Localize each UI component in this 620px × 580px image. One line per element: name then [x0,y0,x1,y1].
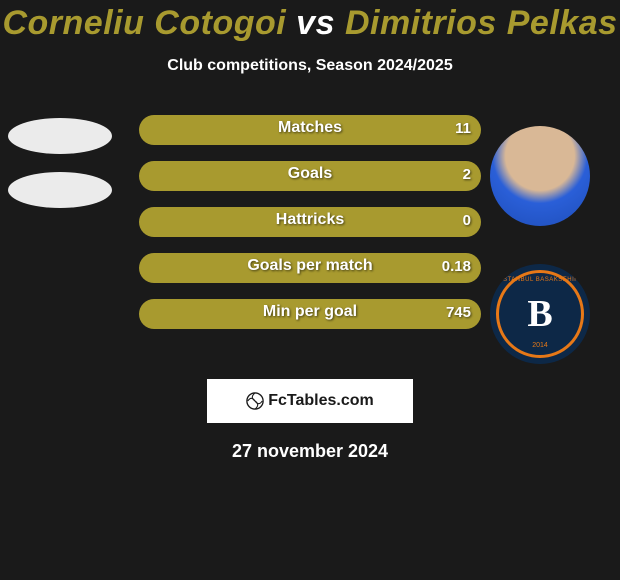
stat-bar: Hattricks 0 [139,207,481,237]
attribution-box: FcTables.com [207,379,413,423]
stat-value-right: 745 [446,304,471,321]
player1-name: Corneliu Cotogoi [2,4,286,42]
comparison-title: Corneliu Cotogoi vs Dimitrios Pelkas [0,0,620,43]
stats-container: Matches 11 Goals 2 Hattricks 0 Goals per match… [0,115,620,345]
vs-separator: vs [296,4,335,42]
stat-label: Goals per match [247,257,372,275]
stat-row: Min per goal 745 [0,299,620,329]
stat-value-right: 2 [463,166,471,183]
fctables-logo-icon [246,392,264,410]
stat-row: Goals 2 [0,161,620,191]
stat-label: Goals [288,165,332,183]
subtitle: Club competitions, Season 2024/2025 [0,57,620,75]
stat-value-right: 11 [455,120,471,137]
stat-label: Hattricks [276,211,344,229]
attribution-text: FcTables.com [268,392,374,410]
stat-value-right: 0 [463,212,471,229]
stat-bar: Goals per match 0.18 [139,253,481,283]
attribution-content: FcTables.com [246,392,374,410]
player2-name: Dimitrios Pelkas [345,4,618,42]
stat-value-right: 0.18 [442,258,471,275]
stat-bar: Goals 2 [139,161,481,191]
stat-label: Min per goal [263,303,357,321]
comparison-date: 27 november 2024 [0,441,620,462]
stat-row: Matches 11 [0,115,620,145]
stat-row: Goals per match 0.18 [0,253,620,283]
stat-bar: Min per goal 745 [139,299,481,329]
stat-label: Matches [278,119,342,137]
stat-row: Hattricks 0 [0,207,620,237]
stat-bar: Matches 11 [139,115,481,145]
